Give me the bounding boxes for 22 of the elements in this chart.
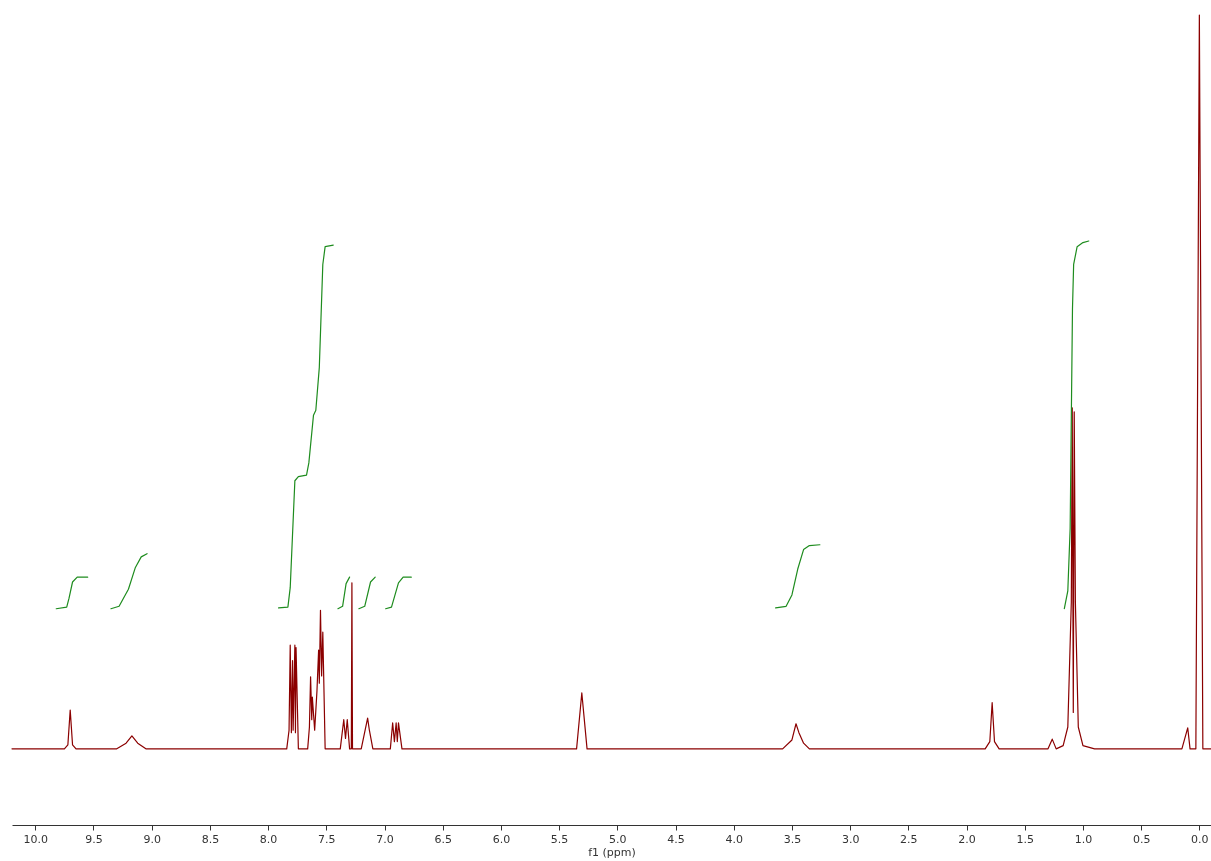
- x-tick-label: 8.5: [201, 832, 220, 846]
- x-tick-label: 0.0: [1191, 832, 1209, 846]
- x-tick-label: 10.0: [23, 832, 49, 846]
- x-tick-label: 6.0: [492, 832, 511, 846]
- x-tick-label: 7.5: [318, 832, 336, 846]
- x-tick-label: 9.5: [85, 832, 103, 846]
- x-tick-label: 5.5: [550, 832, 569, 846]
- x-tick-label: 9.0: [143, 832, 161, 846]
- x-tick-label: 1.5: [1016, 832, 1034, 846]
- x-tick-label: 4.5: [667, 832, 685, 846]
- x-tick-label: 3.5: [783, 832, 802, 846]
- x-tick-label: 5.0: [609, 832, 627, 846]
- x-tick-label: 7.0: [376, 832, 394, 846]
- x-tick-label: 8.0: [259, 832, 278, 846]
- x-tick-label: 2.5: [900, 832, 918, 846]
- x-tick-label: 6.5: [434, 832, 452, 846]
- x-tick-label: 2.0: [958, 832, 976, 846]
- x-tick-label: 4.0: [725, 832, 743, 846]
- x-tick-label: 1.0: [1074, 832, 1093, 846]
- x-tick-label: 3.0: [841, 832, 860, 846]
- x-axis-title: f1 (ppm): [588, 845, 636, 859]
- x-tick-label: 0.5: [1132, 832, 1151, 846]
